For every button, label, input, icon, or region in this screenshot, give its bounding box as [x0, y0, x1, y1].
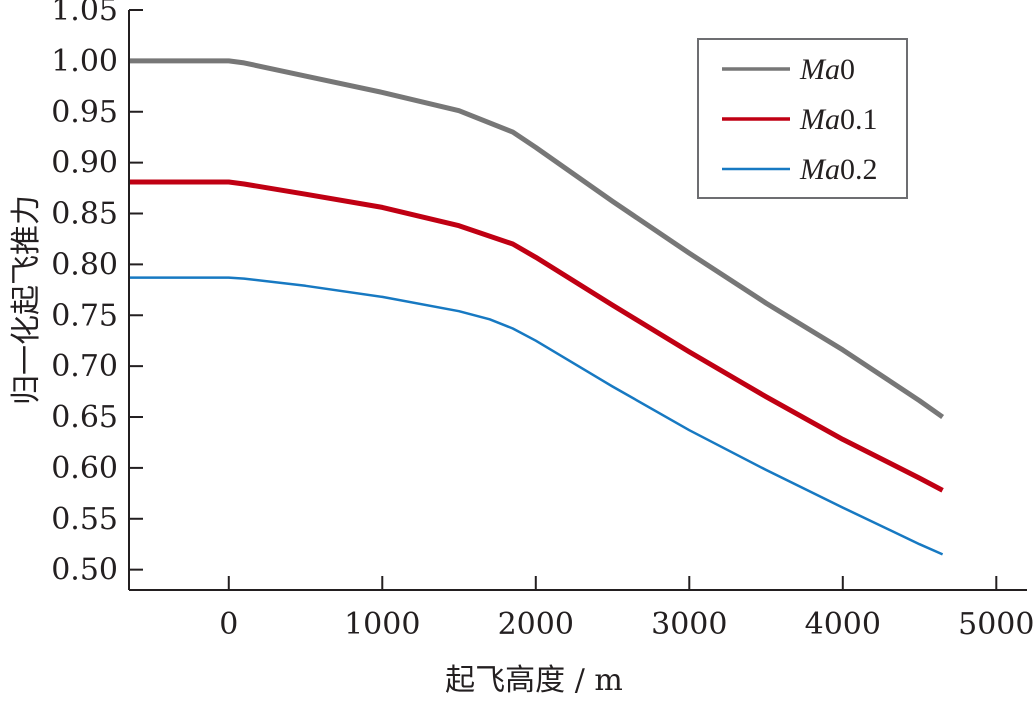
y-tick-label: 1.05 [51, 0, 118, 28]
x-axis-title: 起飞高度 / m [445, 663, 623, 698]
legend-label: Ma0.2 [799, 153, 878, 186]
y-axis-ticks: 0.50 0.55 0.60 0.65 0.70 0.75 0.80 0.85 0.90 0.95… [51, 0, 143, 588]
series-line-ma0-1 [129, 179, 944, 493]
legend-label: Ma0 [799, 53, 855, 86]
x-tick-label: 4000 [805, 607, 881, 642]
legend-label: Ma0.1 [799, 103, 878, 136]
x-tick-label: 2000 [498, 607, 574, 642]
x-axis-ticks: 0 1000 2000 3000 4000 5000 [219, 576, 1034, 642]
x-tick-label: 3000 [651, 607, 727, 642]
y-tick-label: 0.50 [51, 553, 118, 588]
y-tick-label: 1.00 [51, 44, 118, 79]
y-tick-label: 0.75 [51, 298, 118, 333]
y-axis-title: 归一化起飞推力 [9, 195, 44, 405]
x-tick-label: 5000 [958, 607, 1034, 642]
y-tick-label: 0.65 [51, 400, 118, 435]
y-tick-label: 0.60 [51, 451, 118, 486]
y-tick-label: 0.95 [51, 95, 118, 130]
series-layer [129, 58, 945, 556]
series-line-ma0 [129, 58, 945, 420]
legend: Ma0 Ma0.1 Ma0.2 [697, 38, 908, 199]
y-tick-label: 0.80 [51, 247, 118, 282]
x-tick-label: 0 [219, 607, 238, 642]
x-tick-label: 1000 [344, 607, 420, 642]
y-tick-label: 0.70 [51, 349, 118, 384]
y-tick-label: 0.55 [51, 502, 118, 537]
y-tick-label: 0.90 [51, 146, 118, 181]
series-line-ma0-2 [129, 276, 944, 556]
y-tick-label: 0.85 [51, 197, 118, 232]
